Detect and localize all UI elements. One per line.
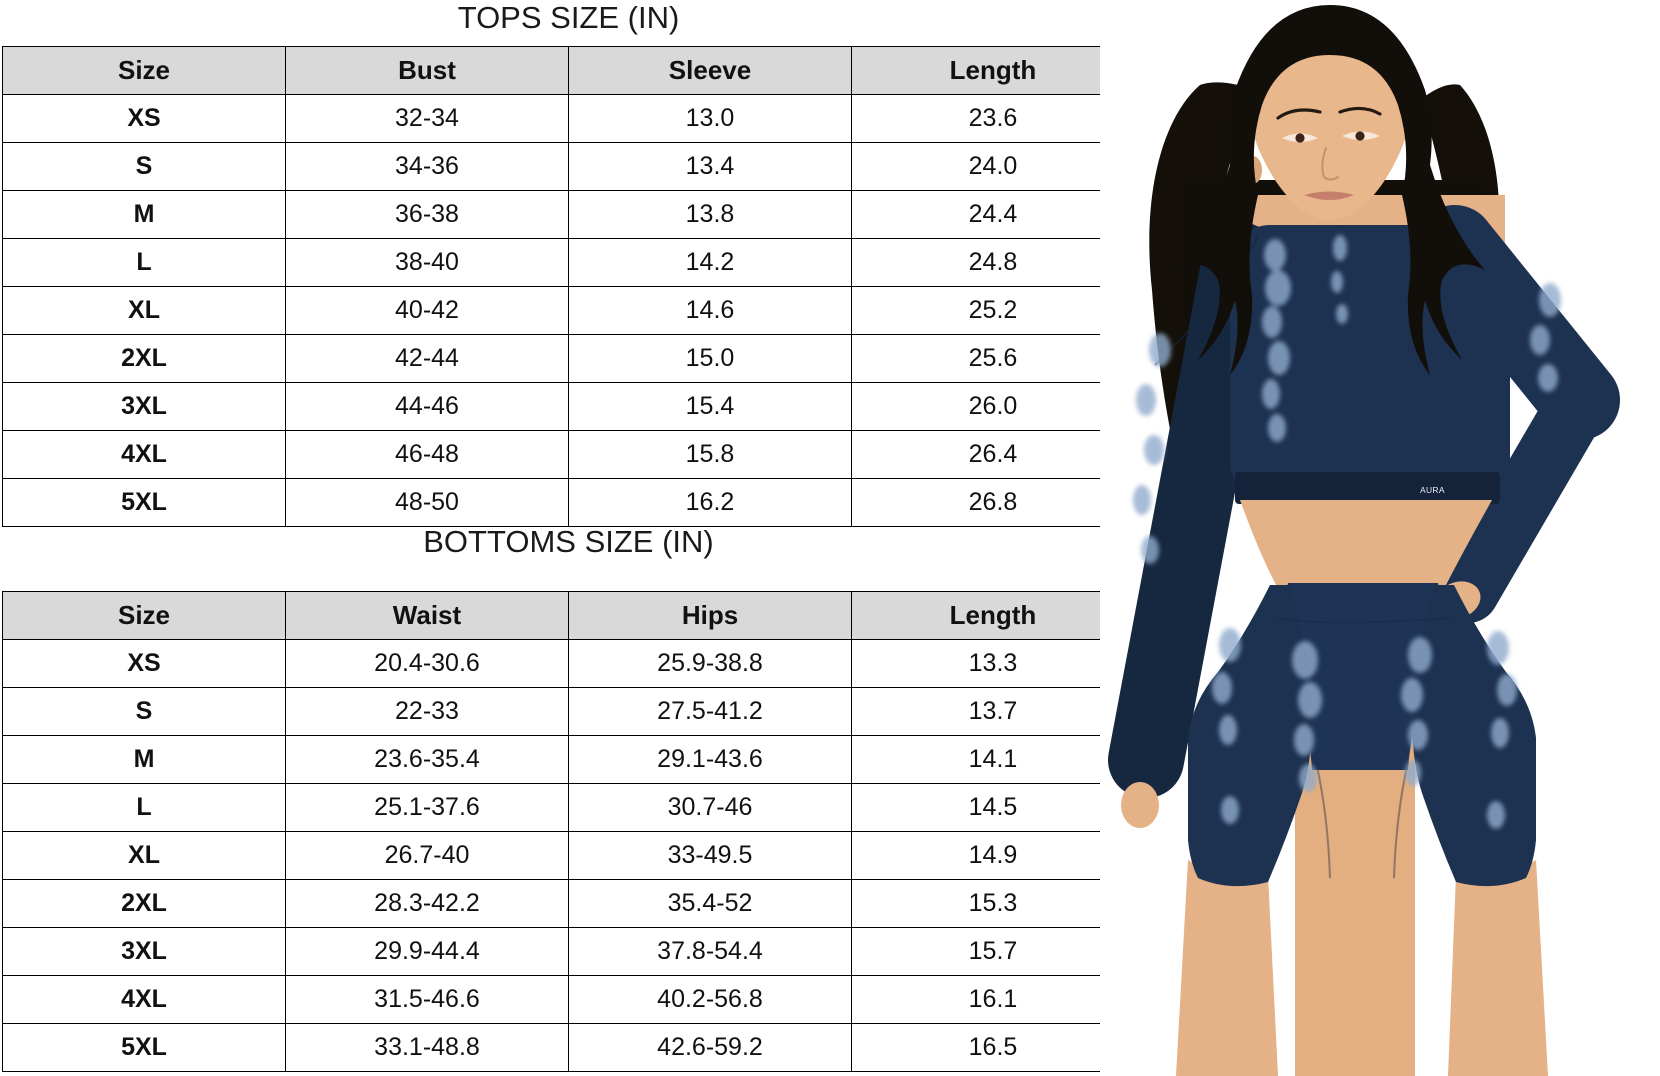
svg-text:AURA: AURA: [1420, 485, 1445, 495]
